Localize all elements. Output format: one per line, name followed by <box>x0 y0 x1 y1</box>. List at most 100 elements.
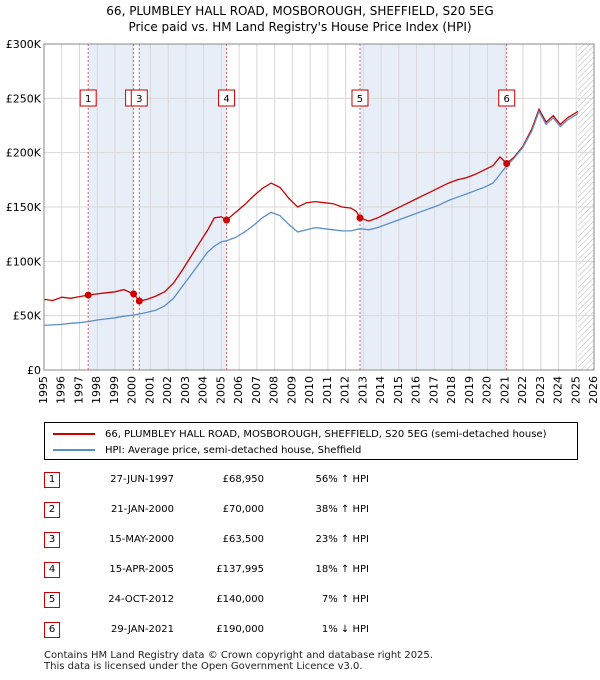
x-tick-label: 2011 <box>321 376 334 404</box>
x-tick-label: 2018 <box>445 376 458 404</box>
y-tick-label: £50K <box>13 310 42 323</box>
sale-hpi-change: 1% ↓ HPI <box>321 624 369 635</box>
sale-row: 3 15-MAY-2000 £63,500 23% ↑ HPI <box>44 530 384 550</box>
price-chart: £0 £50K £100K £150K £200K £250K £300K 1995 1996 1… <box>6 38 600 404</box>
sale-row: 6 29-JAN-2021 £190,000 1% ↓ HPI <box>44 620 384 640</box>
sale-price: £63,500 <box>222 534 264 545</box>
sale-price: £137,995 <box>216 564 264 575</box>
sale-date: 29-JAN-2021 <box>110 624 174 635</box>
x-tick-label: 2026 <box>587 376 600 404</box>
sale-row: 2 21-JAN-2000 £70,000 38% ↑ HPI <box>44 500 384 520</box>
sale-price: £68,950 <box>222 474 264 485</box>
x-tick-label: 2013 <box>356 376 369 404</box>
sale-date: 15-APR-2005 <box>109 564 174 575</box>
x-tick-label: 1997 <box>72 376 85 404</box>
y-tick-label: £300K <box>6 38 42 51</box>
sale-price: £70,000 <box>222 504 264 515</box>
x-tick-label: 2016 <box>410 376 423 404</box>
sale-number: 3 <box>44 532 60 548</box>
sale-date: 27-JUN-1997 <box>110 474 174 485</box>
legend-item-hpi: HPI: Average price, semi-detached house,… <box>53 442 361 458</box>
footer-attribution: Contains HM Land Registry data © Crown c… <box>44 650 433 672</box>
x-tick-label: 1999 <box>108 376 121 404</box>
y-tick-label: £150K <box>6 201 42 214</box>
sale-number: 1 <box>44 472 60 488</box>
x-tick-label: 2025 <box>569 376 582 404</box>
sale-label-box <box>498 89 516 107</box>
y-tick-label: £250K <box>6 92 42 105</box>
x-tick-label: 2005 <box>214 376 227 404</box>
legend-label-hpi: HPI: Average price, semi-detached house,… <box>105 444 362 456</box>
y-tick-label: £0 <box>27 364 41 377</box>
x-tick-label: 2019 <box>463 376 476 404</box>
x-tick-label: 2007 <box>250 376 263 404</box>
sale-point <box>503 160 511 168</box>
sale-point <box>356 214 364 222</box>
x-tick-label: 2003 <box>179 376 192 404</box>
x-tick-label: 2000 <box>126 376 139 404</box>
sale-label-text: 6 <box>504 94 510 105</box>
sale-label-box <box>351 89 369 107</box>
sale-number: 5 <box>44 592 60 608</box>
x-tick-label: 2017 <box>427 376 440 404</box>
footer-line-2: This data is licensed under the Open Gov… <box>44 661 363 672</box>
sale-hpi-change: 56% ↑ HPI <box>315 474 369 485</box>
y-tick-label: £100K <box>6 255 42 268</box>
sale-label-box <box>79 89 97 107</box>
sale-hpi-change: 38% ↑ HPI <box>315 504 369 515</box>
sale-label-text: 4 <box>223 94 229 105</box>
x-tick-label: 2023 <box>534 376 547 404</box>
sale-number: 6 <box>44 622 60 638</box>
x-tick-label: 2001 <box>143 376 156 404</box>
legend-label-property: 66, PLUMBLEY HALL ROAD, MOSBOROUGH, SHEF… <box>105 428 547 440</box>
legend-item-property: 66, PLUMBLEY HALL ROAD, MOSBOROUGH, SHEF… <box>53 426 547 442</box>
sale-price: £140,000 <box>216 594 264 605</box>
sale-point <box>135 297 143 305</box>
sale-row: 5 24-OCT-2012 £140,000 7% ↑ HPI <box>44 590 384 610</box>
sale-label-text: 1 <box>85 94 91 105</box>
sale-point <box>130 290 138 298</box>
sale-label-text: 5 <box>357 94 363 105</box>
x-tick-label: 2015 <box>392 376 405 404</box>
chart-title: 66, PLUMBLEY HALL ROAD, MOSBOROUGH, SHEF… <box>106 4 494 18</box>
x-tick-label: 1996 <box>55 376 68 404</box>
sale-date: 21-JAN-2000 <box>110 504 174 515</box>
legend: 66, PLUMBLEY HALL ROAD, MOSBOROUGH, SHEF… <box>44 422 578 460</box>
sale-point <box>84 291 92 299</box>
property-price-line <box>43 107 579 302</box>
x-tick-label: 2021 <box>498 376 511 404</box>
sale-label-box <box>218 89 236 107</box>
x-tick-label: 2002 <box>161 376 174 404</box>
x-tick-label: 2022 <box>516 376 529 404</box>
sale-hpi-change: 18% ↑ HPI <box>315 564 369 575</box>
sale-hpi-change: 7% ↑ HPI <box>321 594 369 605</box>
sale-date: 15-MAY-2000 <box>108 534 174 545</box>
x-tick-label: 2014 <box>374 376 387 404</box>
x-tick-label: 2004 <box>197 376 210 404</box>
sale-label-box <box>130 89 148 107</box>
sale-number: 4 <box>44 562 60 578</box>
x-tick-label: 2009 <box>285 376 298 404</box>
x-tick-label: 1998 <box>90 376 103 404</box>
plot-frame <box>43 43 595 371</box>
x-tick-label: 2012 <box>339 376 352 404</box>
legend-swatch-hpi <box>53 449 95 451</box>
x-tick-label: 2010 <box>303 376 316 404</box>
sale-price: £190,000 <box>216 624 264 635</box>
x-tick-label: 1995 <box>37 376 50 404</box>
sale-hpi-change: 23% ↑ HPI <box>315 534 369 545</box>
sale-label-text: 3 <box>136 94 142 105</box>
x-tick-label: 2020 <box>481 376 494 404</box>
legend-swatch-property <box>53 433 95 435</box>
sale-point <box>223 216 231 224</box>
x-tick-label: 2008 <box>268 376 281 404</box>
x-tick-label: 2006 <box>232 376 245 404</box>
sale-number: 2 <box>44 502 60 518</box>
x-tick-label: 2024 <box>552 376 565 404</box>
sale-row: 4 15-APR-2005 £137,995 18% ↑ HPI <box>44 560 384 580</box>
y-tick-label: £200K <box>6 147 42 160</box>
sale-row: 1 27-JUN-1997 £68,950 56% ↑ HPI <box>44 470 384 490</box>
chart-subtitle: Price paid vs. HM Land Registry's House … <box>128 20 472 34</box>
sale-date: 24-OCT-2012 <box>108 594 174 605</box>
footer-line-1: Contains HM Land Registry data © Crown c… <box>44 650 433 661</box>
